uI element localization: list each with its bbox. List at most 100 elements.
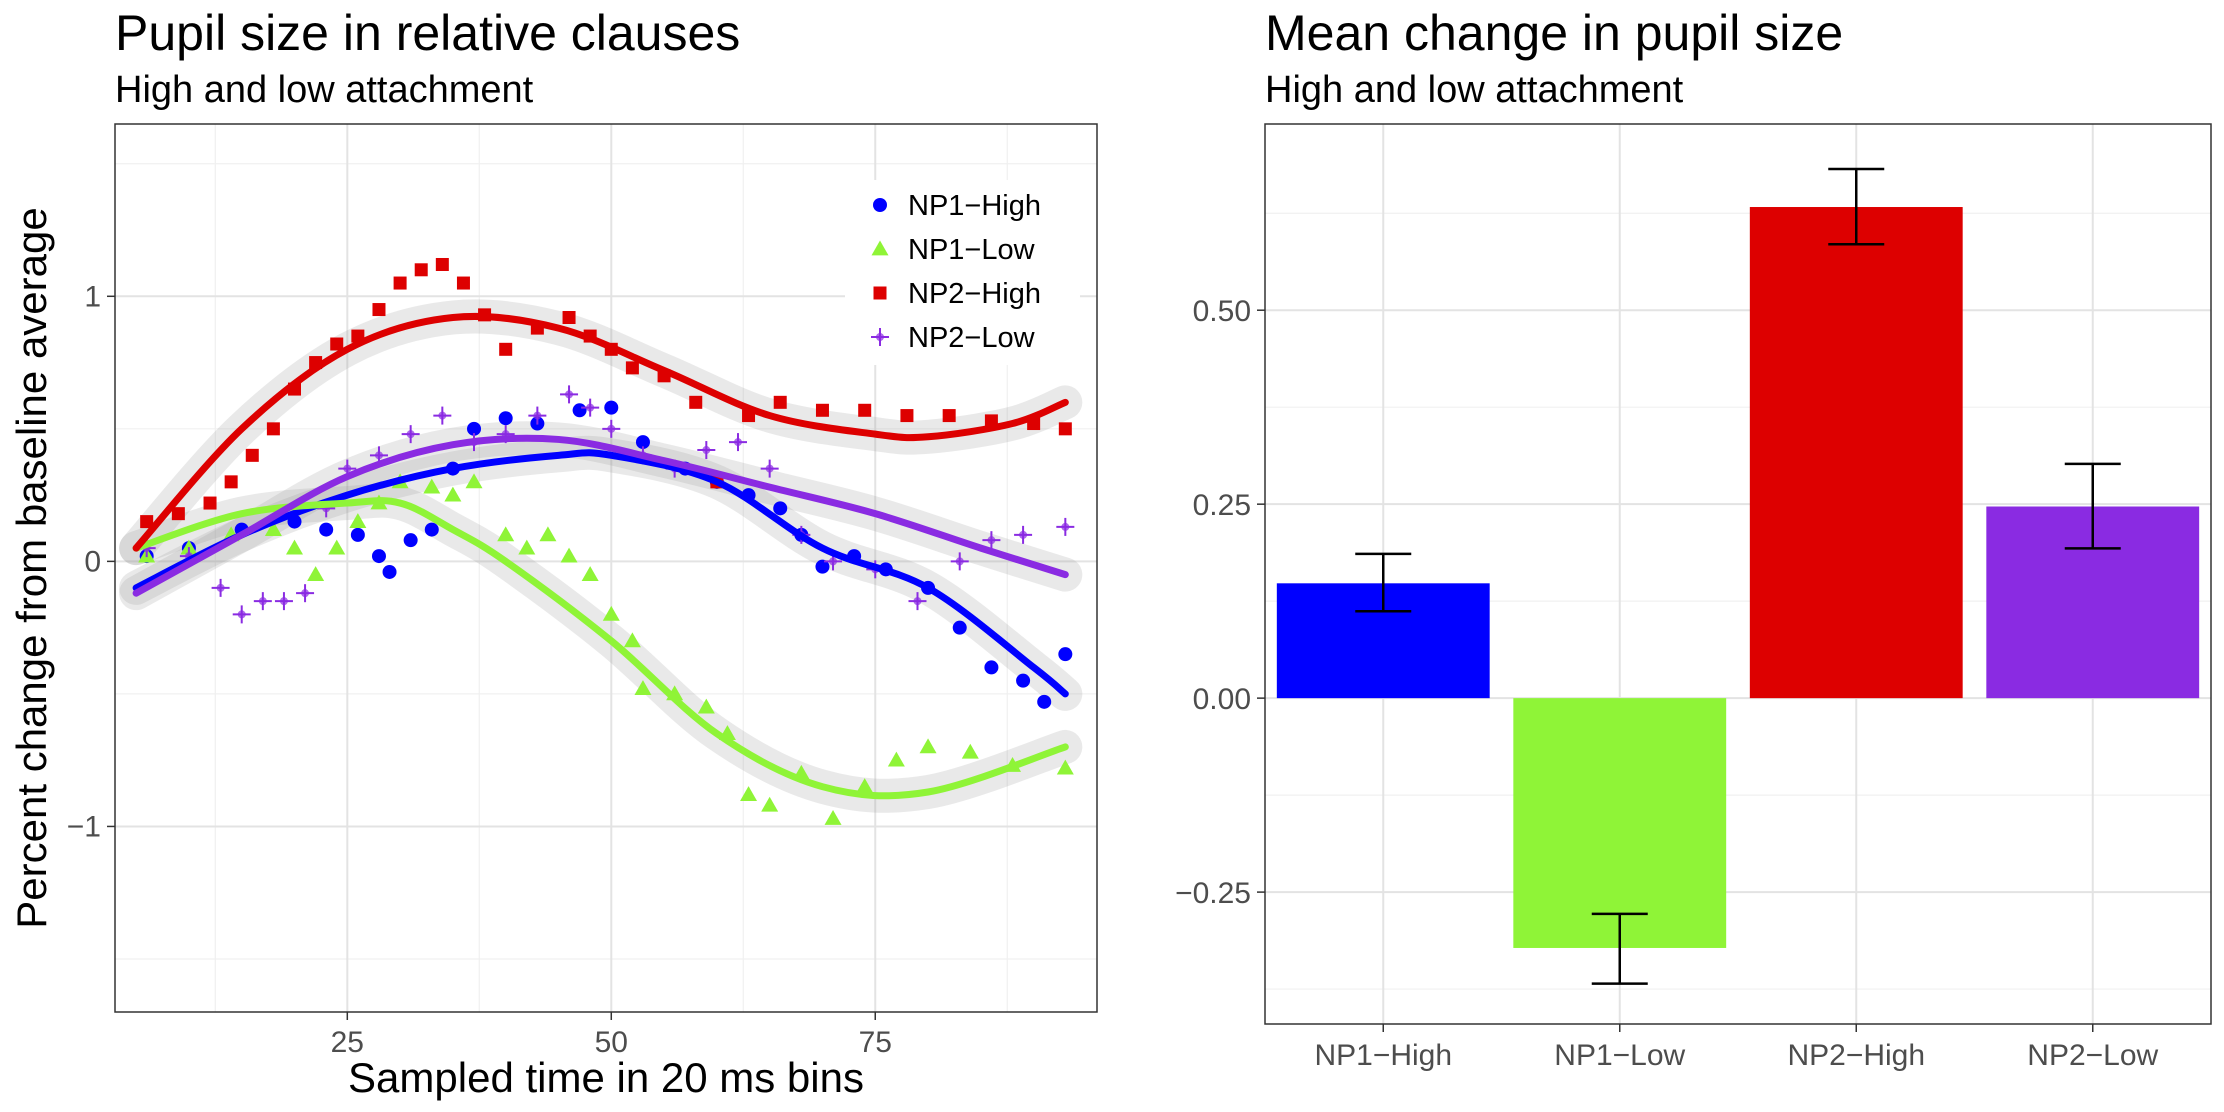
point-np2-high [224, 475, 238, 489]
point-np1-low [602, 605, 620, 621]
point-np1-high [1016, 673, 1031, 688]
point-np1-low [465, 473, 483, 489]
left-y-tick-label: −1 [67, 810, 101, 843]
point-np2-low [982, 531, 1001, 550]
legend-key-np2-high [873, 286, 887, 300]
point-np1-low [697, 698, 715, 714]
left-x-tick-label: 75 [859, 1026, 892, 1059]
point-np2-high [689, 395, 703, 409]
left-y-tick-label: 1 [84, 280, 101, 313]
right-x-tick-label: NP2−High [1787, 1039, 1925, 1072]
point-np2-low [433, 406, 452, 425]
point-np1-low [497, 526, 515, 542]
point-np1-low [264, 521, 282, 536]
point-np2-high [456, 276, 470, 290]
legend-key-np2-low [871, 328, 889, 346]
right-x-tick-label: NP1−High [1314, 1039, 1452, 1072]
point-np2-low [950, 552, 969, 571]
point-np2-low [232, 605, 251, 624]
right-chart-title: Mean change in pupil size [1265, 5, 1843, 61]
right-chart-subtitle: High and low attachment [1265, 69, 1684, 111]
bar-np1-low [1513, 698, 1727, 948]
point-np1-high [1037, 694, 1052, 709]
point-np2-low [296, 584, 315, 603]
point-np1-high [467, 421, 482, 436]
point-np1-low [761, 796, 779, 812]
point-np1-low [307, 566, 325, 582]
right-plot-border [1264, 123, 2212, 1025]
right-ticks: −0.25 0.00 0.25 0.50 NP1−High NP1−Low NP2−High… [1175, 295, 2158, 1072]
legend-label-np1-high: NP1−High [908, 190, 1041, 222]
point-np1-high [371, 549, 386, 564]
point-np2-low [560, 385, 579, 404]
left-plot-border [114, 123, 1098, 1013]
point-np2-low [253, 592, 272, 611]
point-np1-low [560, 547, 578, 563]
point-np1-low [1056, 759, 1074, 775]
left-y-axis-title: Percent change from baseline average [8, 207, 55, 928]
right-chart: Mean change in pupil size High and low a… [1175, 5, 2212, 1072]
point-np1-high [635, 435, 650, 450]
point-np1-low [444, 486, 462, 502]
legend-label-np2-high: NP2−High [908, 278, 1041, 310]
point-np2-high [815, 403, 829, 417]
point-np1-low [581, 566, 599, 582]
point-np2-low [908, 592, 927, 611]
point-np1-low [887, 751, 905, 767]
point-np1-low [623, 632, 641, 648]
point-np2-high [1058, 422, 1072, 436]
legend: NP1−High NP1−Low NP2−High NP2−Low [845, 180, 1080, 365]
point-np2-high [499, 342, 513, 356]
point-np1-high [403, 533, 418, 548]
error-bar-np1-high [1355, 552, 1412, 613]
point-np2-low [528, 406, 547, 425]
error-bar-np1-low [1591, 912, 1648, 985]
right-y-tick-label: 0.50 [1193, 295, 1251, 328]
point-np2-low [581, 398, 600, 417]
point-np2-high [393, 276, 407, 290]
smooth-line-np2-low [132, 434, 1069, 597]
point-np1-low [349, 513, 367, 528]
point-np2-low [274, 592, 293, 611]
error-bar-np2-high [1828, 167, 1885, 246]
point-np1-low [634, 680, 652, 695]
point-np2-low [1056, 517, 1075, 536]
left-chart-subtitle: High and low attachment [115, 69, 534, 111]
left-x-axis-title: Sampled time in 20 ms bins [348, 1054, 864, 1101]
bar-np2-high [1749, 207, 1963, 699]
point-np1-low [961, 743, 979, 759]
point-np2-high [625, 361, 639, 375]
legend-background [845, 180, 1080, 365]
right-y-tick-label: 0.25 [1193, 489, 1251, 522]
point-np2-high [140, 515, 154, 529]
point-np2-high [266, 422, 280, 436]
point-np1-high [424, 522, 439, 537]
right-y-tick-label: 0.00 [1193, 683, 1251, 716]
right-x-tick-label: NP1−Low [1554, 1039, 1685, 1072]
smooth-line-np1-low [132, 497, 1069, 800]
point-np1-high [572, 403, 587, 418]
left-x-tick-label: 25 [331, 1026, 364, 1059]
point-np1-low [180, 539, 198, 555]
left-y-tick-label: 0 [84, 545, 101, 578]
right-x-tick-label: NP2−Low [2027, 1039, 2158, 1072]
point-np2-high [203, 496, 217, 510]
point-np1-low [919, 738, 937, 754]
point-np2-high [773, 395, 787, 409]
left-x-tick-label: 50 [595, 1026, 628, 1059]
point-np2-low [1014, 525, 1033, 544]
legend-label-np2-low: NP2−Low [908, 322, 1036, 354]
point-np2-low [211, 578, 230, 597]
point-np1-low [856, 778, 874, 794]
point-np2-high [942, 409, 956, 423]
legend-key-np1-high [873, 198, 887, 212]
left-smooth-lines [132, 312, 1069, 800]
left-chart-title: Pupil size in relative clauses [115, 5, 740, 61]
point-np2-high [245, 448, 259, 462]
point-np2-low [401, 425, 420, 444]
point-np2-high [435, 257, 449, 271]
point-np1-low [518, 539, 536, 555]
point-np2-high [414, 263, 428, 277]
point-np1-low [423, 478, 441, 494]
